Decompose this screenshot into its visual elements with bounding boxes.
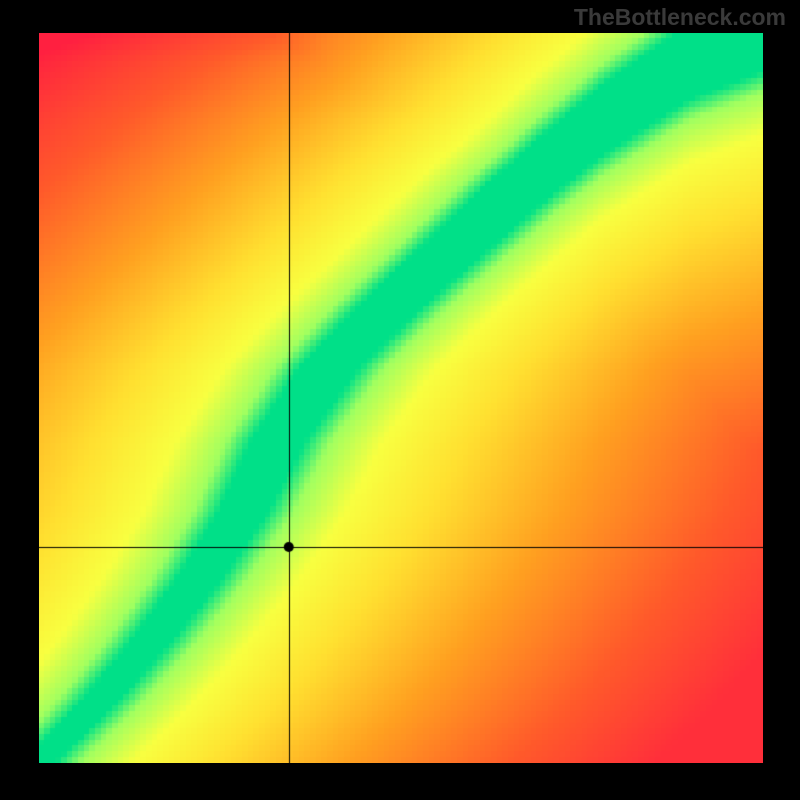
- chart-container: TheBottleneck.com: [0, 0, 800, 800]
- bottleneck-heatmap: [39, 33, 763, 763]
- watermark-text: TheBottleneck.com: [574, 4, 786, 31]
